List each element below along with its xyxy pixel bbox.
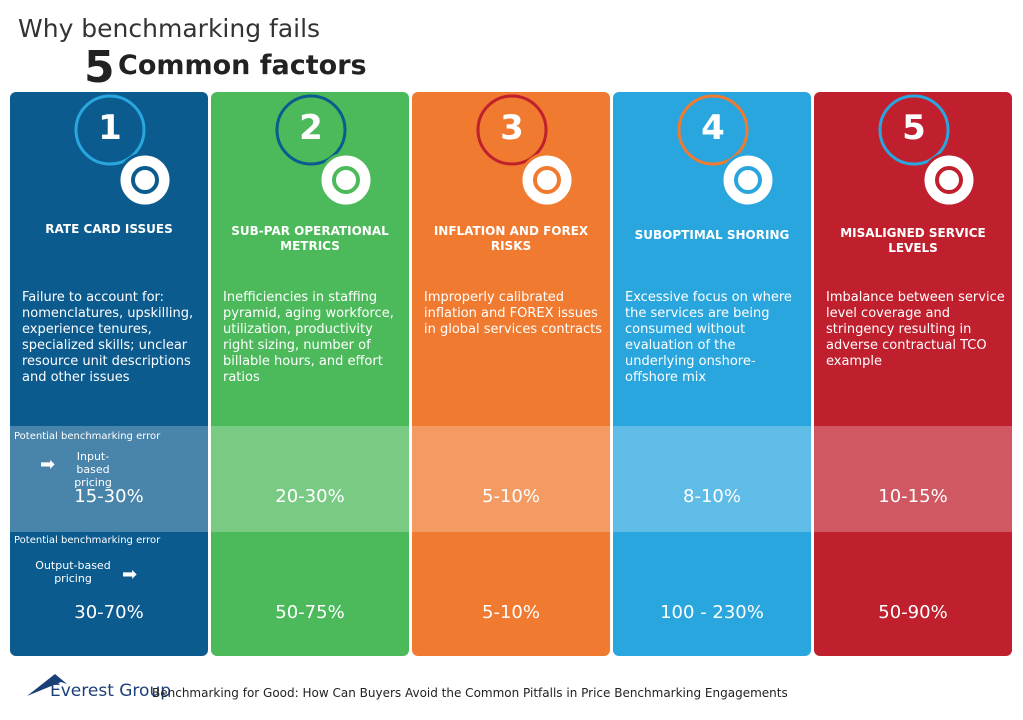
- factor-column: 4 SUBOPTIMAL SHORING Excessive focus on wh…: [613, 92, 811, 656]
- factor-number: 4: [701, 108, 725, 148]
- input-error: 8-10%: [683, 486, 741, 507]
- factor-title: INFLATION AND FOREX RISKS: [433, 224, 589, 253]
- input-error: 10-15%: [878, 486, 948, 507]
- icon: [74, 94, 173, 208]
- input-label: Input-based pricing: [74, 450, 112, 489]
- arrow: ➡: [122, 564, 138, 585]
- highlight-band: [814, 426, 1012, 532]
- output-error: 50-90%: [878, 602, 948, 623]
- source: Benchmarking for Good: How Can Buyers Av…: [152, 686, 788, 700]
- icon: [677, 94, 776, 208]
- factor-description: Improperly calibrated inflation and FORE…: [424, 290, 603, 337]
- arrow: ➡: [40, 454, 56, 475]
- icon: [878, 94, 977, 208]
- title: Why benchmarking fails: [18, 14, 321, 43]
- factor-description: Excessive focus on where the services ar…: [625, 290, 792, 385]
- icon: [476, 94, 575, 208]
- factor-description: Inefficiencies in staffing pyramid, agin…: [223, 290, 394, 385]
- highlight-band: [211, 426, 409, 532]
- factor-title: MISALIGNED SERVICE LEVELS: [840, 226, 986, 255]
- input-error: 20-30%: [275, 486, 345, 507]
- output-error: 50-75%: [275, 602, 345, 623]
- factor-column: 5 MISALIGNED SERVICE LEVELS Imbalance betw…: [814, 92, 1012, 656]
- factor-column: 2 SUB-PAR OPERATIONAL METRICS Inefficienci…: [211, 92, 409, 656]
- factor-number: 2: [299, 108, 323, 148]
- output-error: 100 - 230%: [660, 602, 764, 623]
- factor-column: 1 RATE CARD ISSUES Failure to account for:…: [10, 92, 208, 656]
- highlight-band: [412, 426, 610, 532]
- icon: [275, 94, 374, 208]
- output-label: Output-based pricing: [35, 559, 111, 585]
- input-caption: Potential benchmarking error: [14, 431, 161, 442]
- output-error: 5-10%: [482, 602, 540, 623]
- output-error: 30-70%: [74, 602, 144, 623]
- factor-title: RATE CARD ISSUES: [45, 222, 173, 236]
- factor-title: SUB-PAR OPERATIONAL METRICS: [231, 224, 389, 253]
- logo: [27, 674, 67, 696]
- factor-number: 3: [500, 108, 524, 148]
- highlight-band: [10, 426, 208, 532]
- subtitle: Common factors: [118, 50, 367, 81]
- brand: Everest Group: [50, 681, 172, 701]
- highlight-band: [613, 426, 811, 532]
- factor-description: Failure to account for: nomenclatures, u…: [22, 290, 194, 385]
- factor-description: Imbalance between service level coverage…: [826, 290, 1005, 369]
- input-error: 15-30%: [74, 486, 144, 507]
- factor-title: SUBOPTIMAL SHORING: [634, 228, 790, 242]
- factor-column: 3 INFLATION AND FOREX RISKS Improperly cal…: [412, 92, 610, 656]
- factor-number: 5: [902, 108, 926, 148]
- big-number: 5: [84, 42, 115, 93]
- input-error: 5-10%: [482, 486, 540, 507]
- factor-number: 1: [98, 108, 122, 148]
- output-caption: Potential benchmarking error: [14, 535, 161, 546]
